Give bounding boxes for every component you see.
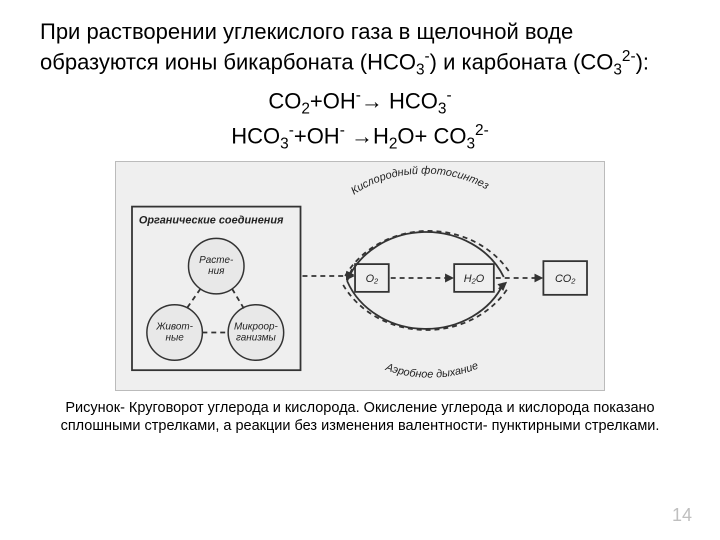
- organic-box-label: Органические соединения: [139, 215, 284, 227]
- page-number: 14: [672, 505, 692, 526]
- microorg-label: Микроор-ганизмы: [234, 322, 278, 344]
- co2-label: CO₂: [555, 273, 576, 285]
- respiration-label: Аэробное дыхание: [383, 360, 480, 381]
- formula-1: CO2+OH-→ HCO3-: [40, 86, 680, 121]
- formula-2: HCO3-+OH- →H2O+ CO32-: [40, 121, 680, 156]
- cycle-diagram: Органические соединения Расте-ния Живот-…: [115, 161, 605, 391]
- photosynthesis-label: Кислородный фотосинтез: [349, 165, 491, 198]
- figure-caption: Рисунок- Круговорот углерода и кислорода…: [40, 399, 680, 435]
- h2o-label: H₂O: [464, 273, 485, 285]
- o2-label: O₂: [366, 273, 379, 285]
- chemical-formulas: CO2+OH-→ HCO3- HCO3-+OH- →H2O+ CO32-: [40, 86, 680, 155]
- photosynthesis-arc-outer: [345, 231, 509, 276]
- respiration-arc-inner: [347, 281, 504, 329]
- intro-text: При растворении углекислого газа в щелоч…: [40, 18, 680, 80]
